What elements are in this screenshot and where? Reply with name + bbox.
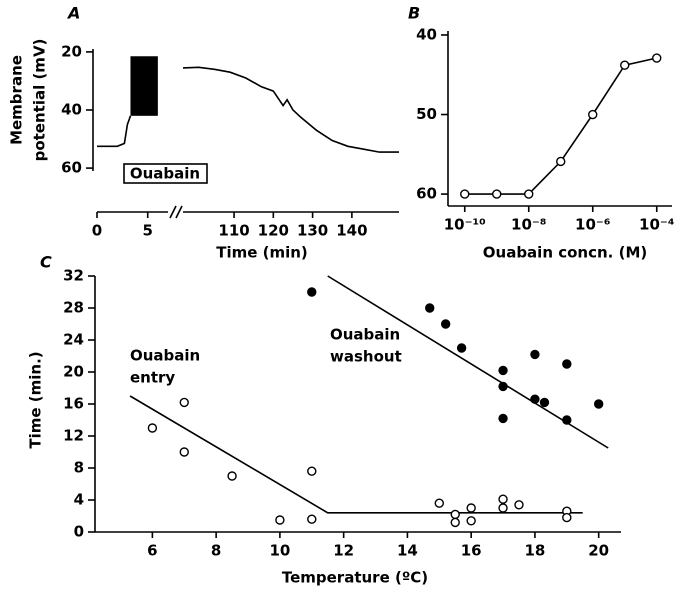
y-axis-label: potential (mV)	[31, 39, 49, 162]
x-tick-label: 140	[336, 222, 367, 240]
point	[562, 415, 572, 425]
point	[275, 515, 285, 525]
point	[179, 447, 189, 457]
x-tick-label: 14	[397, 542, 418, 560]
x-tick-label: 130	[297, 222, 328, 240]
point	[530, 394, 540, 404]
point	[307, 514, 317, 524]
point	[440, 319, 451, 329]
x-tick-label: 8	[211, 542, 221, 560]
y-tick-label: 60	[61, 159, 82, 177]
y-tick-label: 40	[61, 101, 82, 119]
y-axis-label: Time (min.)	[27, 351, 45, 448]
annotation: Ouabain	[130, 347, 200, 365]
y-tick-label: 16	[63, 395, 84, 413]
point	[434, 498, 444, 508]
x-tick-label: 120	[258, 222, 289, 240]
x-tick-label: 12	[333, 542, 354, 560]
y-tick-label: 32	[63, 267, 84, 285]
point	[562, 359, 572, 369]
axis-break	[175, 205, 183, 219]
point	[466, 503, 476, 513]
point	[227, 471, 237, 481]
y-tick-label: 20	[61, 42, 82, 60]
x-tick-label: 6	[147, 542, 157, 560]
point	[307, 466, 317, 476]
point	[524, 189, 534, 199]
x-axis-label: Time (min)	[216, 244, 308, 262]
x-tick-label: 18	[524, 542, 545, 560]
point	[425, 303, 435, 313]
y-tick-label: 20	[63, 363, 84, 381]
y-tick-label: 8	[74, 459, 84, 477]
burst	[130, 56, 158, 116]
point	[307, 287, 317, 297]
y-tick-label: 12	[63, 427, 84, 445]
annotation: Ouabain	[330, 326, 400, 344]
x-axis-label: Ouabain concn. (M)	[483, 244, 647, 262]
x-tick-label: 10	[269, 542, 290, 560]
annotation-box	[123, 163, 208, 184]
point	[498, 494, 508, 504]
trace	[97, 115, 132, 148]
annotation: washout	[330, 348, 402, 366]
point	[593, 399, 604, 409]
point	[498, 413, 508, 424]
point	[492, 189, 502, 199]
line	[464, 57, 657, 195]
point	[466, 516, 476, 526]
y-axis-label: Membrane	[8, 55, 26, 145]
x-tick-label: 10⁻⁴	[639, 216, 674, 234]
point	[450, 517, 460, 528]
point	[498, 381, 508, 392]
y-tick-label: 24	[63, 331, 84, 349]
point	[456, 343, 467, 353]
y-tick-label: 4	[74, 491, 84, 509]
x-tick-label: 0	[92, 222, 102, 240]
panel-letter: B	[408, 4, 420, 23]
y-tick-label: 28	[63, 299, 84, 317]
y-tick-label: 40	[416, 25, 437, 43]
panel-letter: A	[66, 4, 80, 23]
y-tick-label: 50	[416, 105, 437, 123]
x-axis-label: Temperature (ºC)	[282, 569, 428, 587]
x-tick-label: 16	[461, 542, 482, 560]
y-tick-label: 60	[416, 185, 437, 203]
x-tick-label: 10⁻¹⁰	[444, 216, 486, 234]
x-tick-label: 10⁻⁶	[575, 216, 610, 234]
point	[588, 109, 598, 120]
axis-break	[169, 205, 177, 219]
point	[556, 156, 566, 167]
point	[514, 500, 524, 510]
trace	[182, 66, 399, 153]
point	[498, 365, 508, 376]
point	[498, 503, 508, 513]
point	[147, 423, 158, 433]
point	[179, 397, 189, 408]
x-tick-label: 110	[218, 222, 249, 240]
x-tick-label: 20	[588, 542, 609, 560]
annotation: entry	[130, 369, 175, 387]
annotation: Ouabain	[130, 165, 200, 183]
point	[562, 512, 572, 523]
point	[539, 397, 550, 408]
fit-line	[129, 395, 583, 514]
panel-letter: C	[40, 253, 52, 272]
fit-line	[327, 275, 609, 449]
y-tick-label: 0	[74, 523, 84, 541]
point	[460, 189, 470, 199]
point	[450, 509, 460, 520]
point	[620, 60, 630, 70]
point	[652, 53, 662, 63]
point	[530, 349, 540, 360]
x-tick-label: 5	[142, 222, 152, 240]
x-tick-label: 10⁻⁸	[511, 216, 546, 234]
